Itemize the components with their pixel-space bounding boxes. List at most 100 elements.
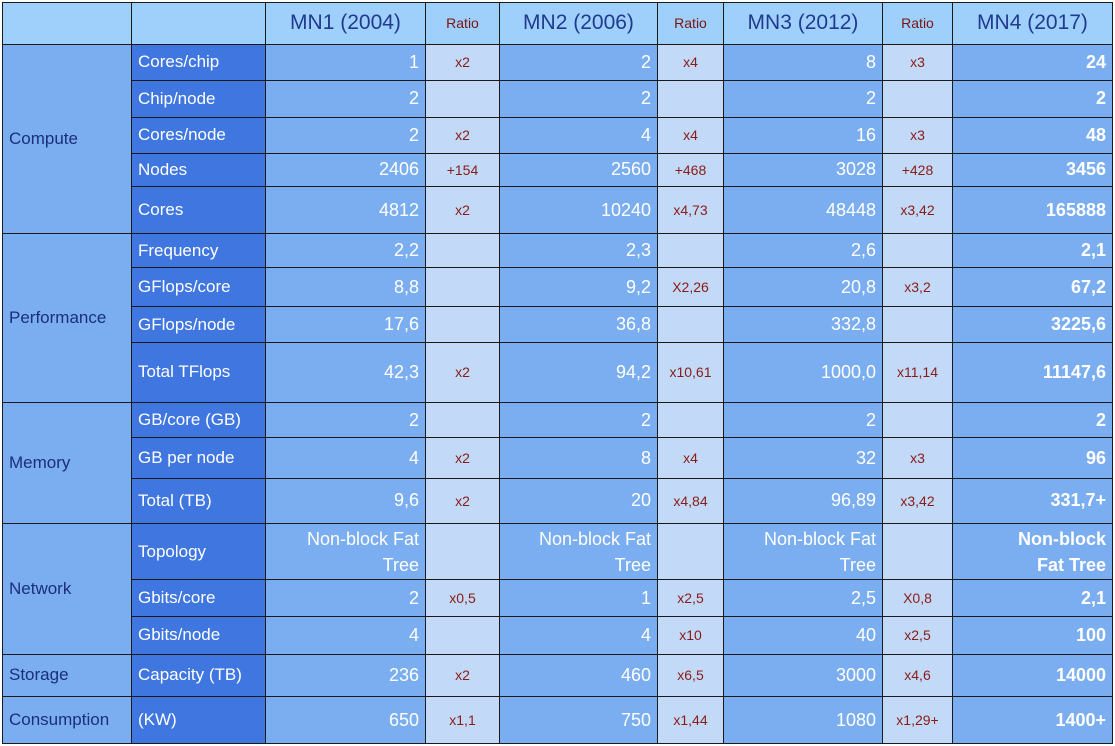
metric-label: Capacity (TB): [131, 653, 266, 698]
mn3-value: 2: [723, 80, 883, 118]
mn2-value: 2,3: [499, 233, 658, 268]
header-ratio-1: Ratio: [425, 2, 500, 45]
metric-label: GB per node: [131, 437, 266, 479]
table-row: GFlops/core 8,8 9,2 X2,26 20,8 x3,2 67,2: [3, 266, 1113, 308]
mn2-value: 8: [499, 437, 658, 479]
group-memory: Memory: [2, 401, 132, 524]
ratio-value: x2: [425, 437, 500, 479]
ratio-value: [882, 522, 953, 581]
metric-label: GFlops/node: [131, 306, 266, 343]
mn3-value: 40: [723, 615, 883, 655]
ratio-value: +154: [425, 153, 500, 187]
mn2-value: 1: [499, 579, 658, 617]
table-row: Total TFlops 42,3 x2 94,2 x10,61 1000,0 …: [3, 341, 1113, 403]
table-row: GB per node 4 x2 8 x4 32 x3 96: [3, 437, 1113, 479]
mn1-value: 236: [265, 653, 426, 698]
mn3-value: 48448: [723, 185, 883, 235]
table-row: Total (TB) 9,6 x2 20 x4,84 96,89 x3,42 3…: [3, 477, 1113, 524]
mn1-topology-value: Non-block Fat Tree: [265, 522, 426, 581]
mn4-value: 3225,6: [952, 306, 1113, 343]
ratio-value: [425, 522, 500, 581]
mn4-value: 67,2: [952, 266, 1113, 308]
ratio-value: x4,73: [657, 185, 724, 235]
mn3-value: 3028: [723, 153, 883, 187]
mn1-value: 8,8: [265, 266, 426, 308]
mn2-topology-line2: Tree: [614, 554, 651, 575]
mn3-value: 96,89: [723, 477, 883, 524]
ratio-value: x4: [657, 116, 724, 155]
mn3-value: 2,6: [723, 233, 883, 268]
ratio-value: [425, 306, 500, 343]
ratio-value: +468: [657, 153, 724, 187]
mn2-value: 460: [499, 653, 658, 698]
group-storage: Storage: [2, 653, 132, 698]
ratio-value: x4: [657, 43, 724, 82]
mn3-value: 2: [723, 401, 883, 439]
table-row: Compute Cores/chip 1 x2 2 x4 8 x3 24: [2, 43, 1113, 235]
ratio-value: x6,5: [657, 653, 724, 698]
ratio-value: x2,5: [657, 579, 724, 617]
mn4-value: 1400+: [952, 696, 1113, 744]
table-row: Gbits/core 2 x0,5 1 x2,5 2,5 X0,8 2,1: [3, 579, 1113, 617]
mn1-value: 2: [265, 80, 426, 118]
mn1-value: 9,6: [265, 477, 426, 524]
mn4-value: 165888: [952, 185, 1113, 235]
mn4-value: 14000: [952, 653, 1113, 698]
mn3-value: 3000: [723, 653, 883, 698]
mn3-value: 8: [723, 43, 883, 82]
ratio-value: x3: [882, 116, 953, 155]
mn2-value: 36,8: [499, 306, 658, 343]
header-empty-group: [2, 2, 132, 45]
mn3-topology-value: Non-block Fat Tree: [723, 522, 883, 581]
ratio-value: x2: [425, 185, 500, 235]
table-row: Storage Capacity (TB) 236 x2 460 x6,5 30…: [2, 653, 1113, 698]
mn1-value: 4812: [265, 185, 426, 235]
header-ratio-2: Ratio: [657, 2, 724, 45]
ratio-value: x10,61: [657, 341, 724, 403]
mn1-value: 2: [265, 116, 426, 155]
header-empty-metric: [131, 2, 266, 45]
ratio-value: [425, 401, 500, 439]
ratio-value: x3: [882, 437, 953, 479]
ratio-value: [425, 233, 500, 268]
mn4-topology-line2: Fat Tree: [1036, 554, 1106, 575]
header-ratio-3: Ratio: [882, 2, 953, 45]
ratio-value: +428: [882, 153, 953, 187]
mn1-value: 17,6: [265, 306, 426, 343]
mn4-topology-value: Non-block Fat Tree: [952, 522, 1113, 581]
ratio-value: x2: [425, 43, 500, 82]
metric-label: GFlops/core: [131, 266, 266, 308]
metric-label: Gbits/core: [131, 579, 266, 617]
mn3-topology-line1: Non-block Fat: [763, 528, 876, 549]
mn3-value: 1000,0: [723, 341, 883, 403]
mn2-value: 750: [499, 696, 658, 744]
mn4-value: 2: [952, 80, 1113, 118]
metric-label: Cores/node: [131, 116, 266, 155]
mn2-topology-value: Non-block Fat Tree: [499, 522, 658, 581]
header-mn2: MN2 (2006): [499, 2, 658, 45]
ratio-value: x0,5: [425, 579, 500, 617]
metric-label: Chip/node: [131, 80, 266, 118]
mn2-value: 2: [499, 401, 658, 439]
mn3-value: 20,8: [723, 266, 883, 308]
ratio-value: [657, 522, 724, 581]
ratio-value: x3,42: [882, 477, 953, 524]
ratio-value: x3,42: [882, 185, 953, 235]
mn2-value: 9,2: [499, 266, 658, 308]
ratio-value: x2: [425, 477, 500, 524]
mn1-value: 2406: [265, 153, 426, 187]
mn1-value: 4: [265, 615, 426, 655]
mn4-value: 48: [952, 116, 1113, 155]
mn3-value: 332,8: [723, 306, 883, 343]
table-row: Network Topology Non-block Fat Tree Non-b…: [2, 522, 1113, 655]
mn4-value: 24: [952, 43, 1113, 82]
group-network: Network: [2, 522, 132, 655]
ratio-value: x3: [882, 43, 953, 82]
table-row: Nodes 2406 +154 2560 +468 3028 +428 3456: [3, 153, 1113, 187]
mn2-value: 2560: [499, 153, 658, 187]
ratio-value: x2: [425, 341, 500, 403]
ratio-value: x11,14: [882, 341, 953, 403]
table-row: GFlops/node 17,6 36,8 332,8 3225,6: [3, 306, 1113, 343]
header-mn3: MN3 (2012): [723, 2, 883, 45]
